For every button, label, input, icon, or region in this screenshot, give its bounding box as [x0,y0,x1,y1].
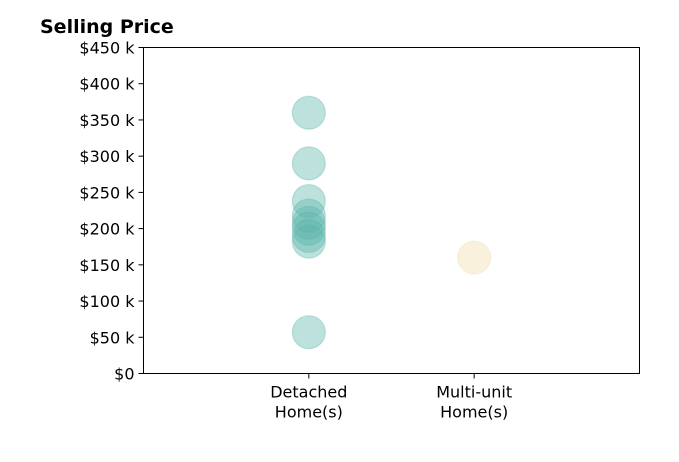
data-point [291,315,326,350]
data-point [291,205,326,240]
y-tick-label: $400 k [79,75,135,94]
plot-frame [143,47,640,374]
chart-title: Selling Price [40,16,174,38]
data-point [291,146,326,181]
x-tick-label-line: Multi-unit [436,383,512,402]
x-tick-label-line: Home(s) [275,403,343,422]
data-point [291,211,326,246]
y-tick-label: $50 k [90,328,136,347]
x-axis: Detached Home(s)Multi-unit Home(s) [270,373,512,422]
y-axis: $0 $50 k $100 k $150 k $200 k $250 k $300 k $35… [79,39,144,384]
data-point [291,218,326,253]
x-tick-label: Detached Home(s) [270,383,347,422]
data-point [457,240,492,275]
y-tick-label: $150 k [79,256,135,275]
y-tick-label: $200 k [79,220,135,239]
y-tick-label: $300 k [79,147,135,166]
data-point [291,224,326,259]
data-point [291,183,326,219]
y-tick-label: $100 k [79,292,135,311]
y-tick-label: $450 k [79,39,135,58]
x-tick-label: Multi-unit Home(s) [436,383,512,422]
data-point [291,95,326,130]
x-tick-label-line: Detached [270,383,347,402]
y-tick-label: $350 k [79,111,135,130]
x-tick-label-line: Home(s) [440,403,508,422]
data-points [291,95,492,350]
y-tick-label: $250 k [79,183,135,202]
data-point [291,198,326,233]
y-tick-label: $0 [114,365,134,384]
